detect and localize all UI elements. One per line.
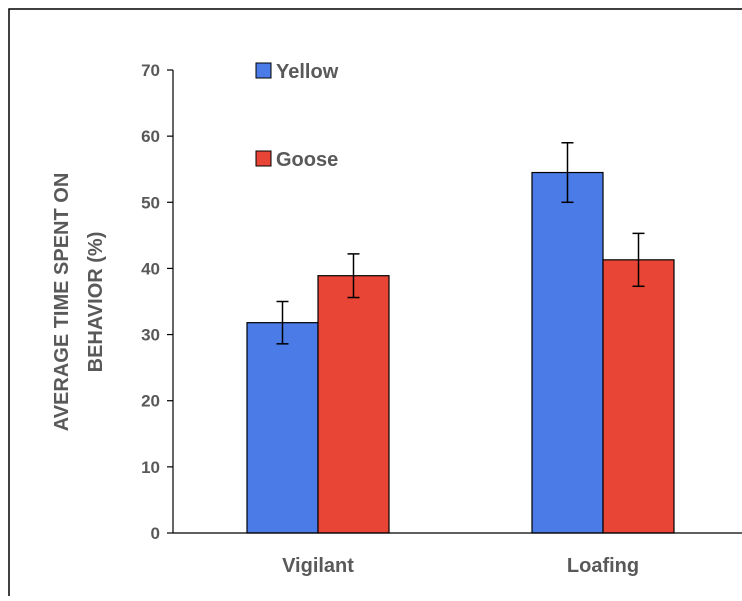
error-bar-goose-vigilant: [347, 253, 360, 299]
bars: [246, 171, 675, 534]
y-tick-label: 20: [141, 392, 160, 411]
y-tick-label: 30: [141, 326, 160, 345]
legend-swatch-goose: [255, 150, 272, 167]
y-tick-label: 70: [141, 61, 160, 80]
legend-label-goose: Goose: [276, 149, 338, 171]
legend-label-yellow: Yellow: [276, 61, 339, 83]
bar-yellow-vigilant: [246, 322, 319, 534]
bar-goose-loafing: [602, 259, 675, 534]
x-category-label-vigilant: Vigilant: [282, 555, 354, 577]
y-tick-label: 50: [141, 193, 160, 212]
y-tick-label: 10: [141, 458, 160, 477]
error-bar-yellow-vigilant: [276, 300, 289, 345]
error-bars: [276, 142, 645, 345]
y-tick-label: 60: [141, 127, 160, 146]
y-tick-label: 40: [141, 259, 160, 278]
x-category-label-loafing: Loafing: [567, 555, 639, 577]
bar-goose-vigilant: [317, 275, 390, 534]
bar-yellow-loafing: [531, 171, 604, 534]
chart-border: [8, 8, 742, 601]
y-tick-label: 0: [151, 524, 160, 543]
y-axis-title: AVERAGE TIME SPENT ON BEHAVIOR (%): [51, 173, 107, 432]
y-axis-ticks: 0 10 20 30 40 50 60 70: [141, 61, 173, 543]
error-bar-yellow-loafing: [561, 142, 574, 204]
y-axis-title-line-2: BEHAVIOR (%): [85, 232, 107, 373]
legend-swatch-yellow: [255, 62, 272, 79]
x-axis-category-labels: Vigilant Loafing: [282, 555, 639, 577]
error-bar-goose-loafing: [632, 232, 645, 288]
legend: Yellow Goose: [255, 61, 339, 171]
y-axis-title-line-1: AVERAGE TIME SPENT ON: [51, 173, 73, 432]
